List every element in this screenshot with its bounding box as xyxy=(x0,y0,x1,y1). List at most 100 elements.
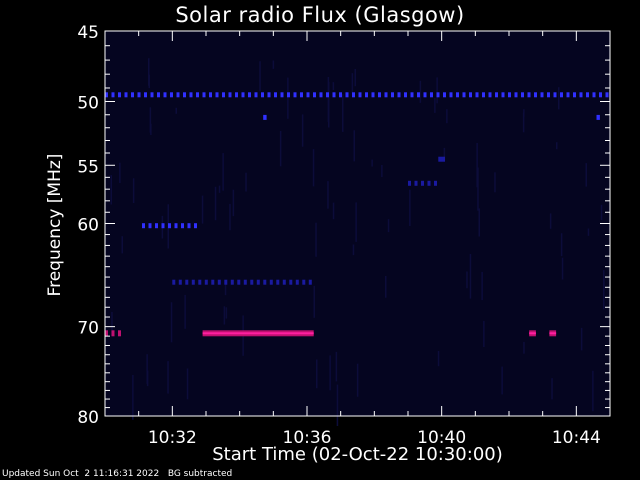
feature-band-70.7-a xyxy=(105,330,108,337)
feature-band-49.5 xyxy=(124,92,128,98)
feature-band-49.5 xyxy=(417,92,420,98)
noise-streak xyxy=(332,202,335,220)
noise-streak xyxy=(551,378,553,400)
noise-streak xyxy=(150,123,152,135)
feature-band-49.5 xyxy=(365,92,368,98)
feature-band-49.5 xyxy=(202,92,206,98)
feature-dot-51.2-b xyxy=(596,114,600,120)
feature-band-49.5 xyxy=(592,92,596,98)
feature-band-60.2 xyxy=(155,223,158,229)
noise-streak xyxy=(371,159,373,167)
noise-streak xyxy=(148,58,150,86)
noise-streak xyxy=(119,162,121,183)
noise-streak xyxy=(446,109,448,124)
feature-band-65.5 xyxy=(178,279,182,285)
x-axis-label: Start Time (02-Oct-22 10:30:00) xyxy=(212,444,503,465)
features-layer xyxy=(105,92,609,337)
feature-band-49.5 xyxy=(436,92,440,98)
feature-band-49.5 xyxy=(144,92,147,98)
feature-band-49.5 xyxy=(566,92,570,98)
y-tick-label: 80 xyxy=(77,408,99,428)
feature-band-60.2 xyxy=(194,223,197,229)
noise-streak xyxy=(214,186,217,221)
noise-streak xyxy=(600,204,603,221)
noise-streak xyxy=(312,149,315,187)
feature-band-49.5 xyxy=(456,92,459,98)
feature-band-49.5 xyxy=(209,92,212,98)
noise-streak xyxy=(387,219,390,233)
x-tick-label: 10:36 xyxy=(283,428,332,448)
chart-title: Solar radio Flux (Glasgow) xyxy=(175,3,465,27)
noise-streak xyxy=(476,143,478,188)
noise-streak xyxy=(585,163,587,187)
noise-streak xyxy=(259,61,261,92)
feature-band-49.5 xyxy=(235,92,238,98)
noise-streak xyxy=(477,167,479,211)
noise-streak xyxy=(354,69,356,87)
feature-band-65.5 xyxy=(269,279,273,285)
feature-band-49.5 xyxy=(573,92,576,98)
feature-core-dot-70.7-d xyxy=(549,332,557,335)
feature-band-60.2 xyxy=(187,223,191,229)
x-axis: 10:32 10:36 10:40 10:44 xyxy=(138,31,601,448)
noise-streak xyxy=(469,254,472,299)
feature-band-49.5 xyxy=(157,92,160,98)
noise-streak xyxy=(558,87,560,110)
feature-band-49.5 xyxy=(313,92,316,98)
feature-band-70.7-a xyxy=(118,330,121,337)
feature-band-60.2 xyxy=(148,223,152,229)
noise-streak xyxy=(315,222,317,257)
feature-band-49.5 xyxy=(228,92,232,98)
feature-band-49.5 xyxy=(345,92,349,98)
noise-streak xyxy=(587,228,590,236)
feature-band-65.5 xyxy=(263,279,267,285)
feature-band-49.5 xyxy=(306,92,310,98)
bg-note: BG subtracted xyxy=(167,469,233,479)
feature-band-49.5 xyxy=(469,92,472,98)
feature-band-49.5 xyxy=(150,92,154,98)
feature-band-49.5 xyxy=(599,92,602,98)
noise-streak xyxy=(356,363,359,397)
feature-core-band-70.7-b xyxy=(202,332,314,335)
noise-streak xyxy=(327,77,330,122)
noise-streak xyxy=(167,361,169,394)
noise-streak xyxy=(184,294,186,329)
feature-band-65.5 xyxy=(237,279,241,285)
feature-band-49.5 xyxy=(131,92,134,98)
noise-streak xyxy=(225,307,228,319)
noise-streak xyxy=(434,97,436,113)
feature-band-49.5 xyxy=(586,92,589,98)
noise-streak xyxy=(146,354,148,384)
feature-band-65.5 xyxy=(191,279,195,285)
feature-band-56.5 xyxy=(414,180,418,186)
noise-streak xyxy=(146,370,149,387)
feature-band-49.5 xyxy=(482,92,485,98)
feature-band-49.5 xyxy=(326,92,329,98)
noise-streak xyxy=(232,189,235,217)
feature-band-49.5 xyxy=(462,92,466,98)
feature-band-49.5 xyxy=(579,92,583,98)
noise-streak xyxy=(111,311,113,336)
noise-streak xyxy=(353,130,355,162)
noise-streak xyxy=(313,285,315,318)
feature-band-49.5 xyxy=(332,92,336,98)
feature-band-49.5 xyxy=(404,92,407,98)
feature-band-49.5 xyxy=(352,92,355,98)
feature-band-49.5 xyxy=(514,92,518,98)
feature-band-49.5 xyxy=(378,92,381,98)
noise-streak xyxy=(478,208,480,237)
y-tick-label: 50 xyxy=(77,94,99,114)
feature-band-60.2 xyxy=(174,223,178,229)
feature-band-60.2 xyxy=(168,223,171,229)
noise-layer xyxy=(110,58,605,426)
feature-band-49.5 xyxy=(508,92,511,98)
feature-dot-51.2-a xyxy=(263,114,267,120)
feature-band-49.5 xyxy=(534,92,537,98)
footer-status: Updated Sun Oct 2 11:16:31 2022 BG subtr… xyxy=(2,469,232,479)
feature-band-65.5 xyxy=(276,279,280,285)
plot-area xyxy=(105,31,610,416)
noise-streak xyxy=(186,368,189,400)
feature-band-65.5 xyxy=(302,279,306,285)
feature-band-49.5 xyxy=(430,92,433,98)
